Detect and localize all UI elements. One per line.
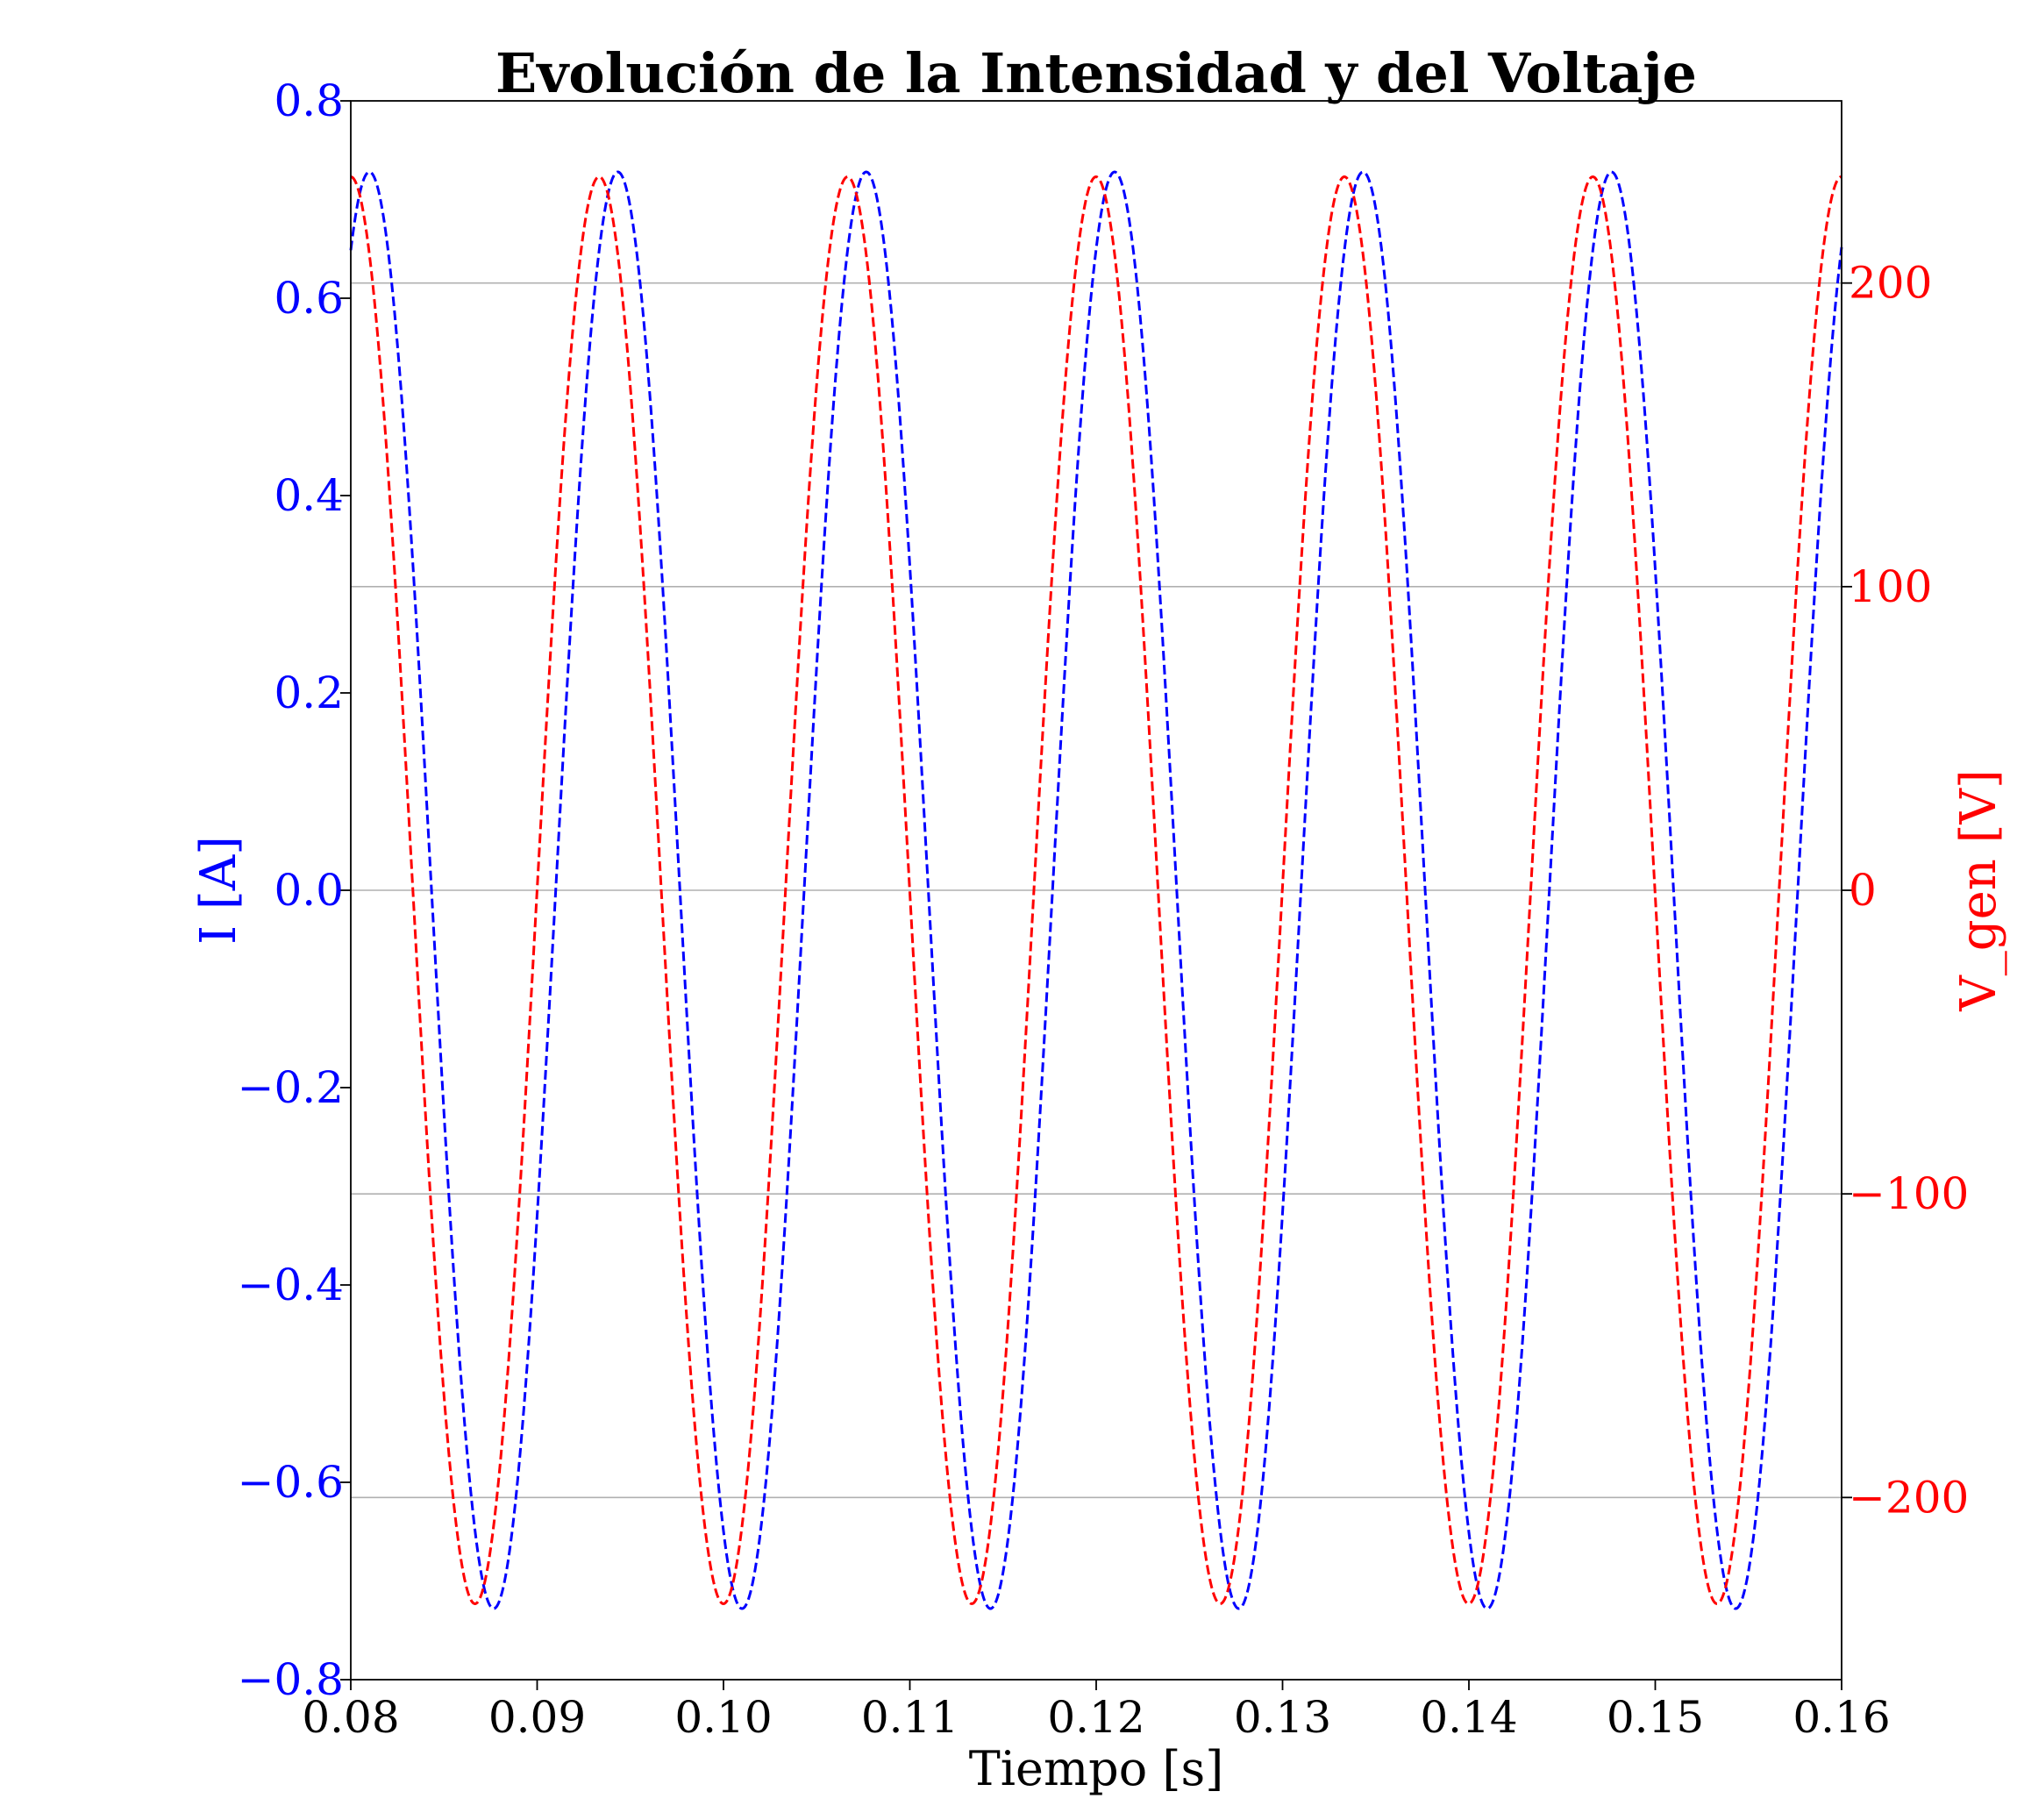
x-tick-label: 0.15 (1607, 1692, 1704, 1743)
y-right-tick-label: −200 (1849, 1472, 1969, 1523)
y-left-tick-label: −0.6 (238, 1457, 344, 1508)
x-tick-label: 0.08 (302, 1692, 399, 1743)
x-tick-label: 0.12 (1047, 1692, 1144, 1743)
y-axis-left-label: I [A] (190, 836, 247, 945)
y-right-tick-label: 0 (1849, 865, 1877, 916)
y-right-tick-label: 100 (1849, 561, 1932, 612)
y-left-tick-label: −0.2 (238, 1062, 344, 1113)
y-left-tick-label: 0.8 (274, 75, 344, 126)
y-left-tick-label: −0.8 (238, 1654, 344, 1705)
y-axis-right-label: V_gen [V] (1950, 769, 2007, 1011)
x-tick-label: 0.13 (1234, 1692, 1331, 1743)
x-tick-label: 0.11 (861, 1692, 959, 1743)
series-lines (349, 170, 1843, 1610)
y-left-tick-label: 0.4 (274, 470, 344, 521)
y-left-tick-label: 0.0 (274, 865, 344, 916)
y-left-tick-label: 0.6 (274, 273, 344, 324)
x-tick-label: 0.09 (488, 1692, 586, 1743)
x-tick-label: 0.16 (1792, 1692, 1890, 1743)
current-series-line (349, 170, 1843, 1610)
x-tick-label: 0.14 (1420, 1692, 1517, 1743)
y-right-tick-label: 200 (1849, 258, 1932, 309)
x-tick-label: 0.10 (674, 1692, 772, 1743)
y-right-tick-label: −100 (1849, 1168, 1969, 1219)
y-left-tick-label: 0.2 (274, 667, 344, 718)
y-left-tick-label: −0.4 (238, 1260, 344, 1310)
voltage-series-line (350, 175, 1842, 1605)
axis-ticks: 200 100 0 −100 −200 0.8 0.6 0.4 0.2 0.0 −0.2 −0.4 −0… (238, 75, 1970, 1743)
chart-title: Evolución de la Intensidad y del Voltaje (495, 41, 1697, 105)
x-axis-label: Tiempo [s] (969, 1741, 1224, 1796)
grid-lines (351, 282, 1842, 1499)
